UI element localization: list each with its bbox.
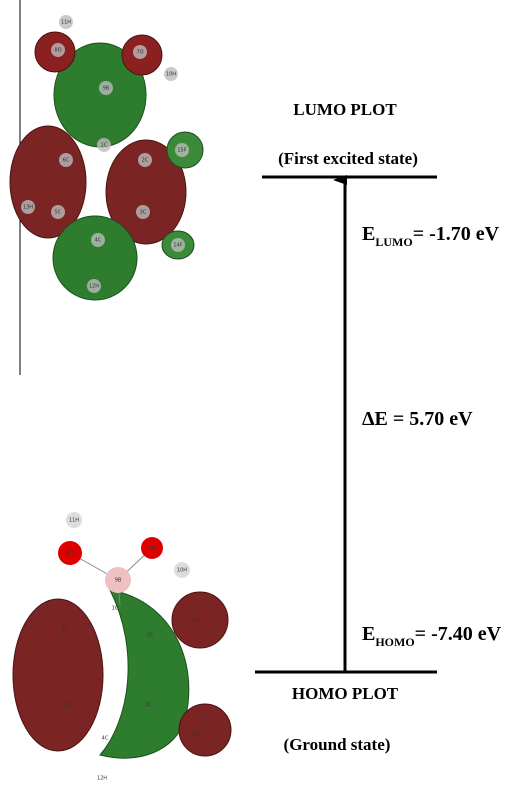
atom-label: 5C — [65, 703, 72, 709]
atom-label: 15F — [177, 148, 186, 154]
gap: ΔE = 5.70 eV — [362, 408, 473, 430]
atom-label: 11H — [69, 518, 79, 524]
atom-label: 10H — [177, 568, 187, 574]
diagram: LUMO PLOT (First excited state) ELUMO= -… — [0, 0, 532, 788]
atom-label: 14F — [173, 243, 182, 249]
atom-label: 1C — [101, 143, 108, 149]
atom-label: 8O — [54, 48, 61, 54]
atom-label: 7O — [148, 546, 155, 552]
atom-label: 10H — [166, 72, 176, 78]
atom-label: 4C — [102, 736, 109, 742]
atom-label: 3C — [140, 210, 147, 216]
atom-label: 1C — [112, 606, 119, 612]
atom-label: 6C — [63, 158, 70, 164]
atom-label: 12H — [89, 284, 99, 290]
atom-label: 3C — [145, 703, 152, 709]
energy-value: = -7.40 eV — [415, 623, 502, 645]
homo-energy: EHOMO= -7.40 eV — [362, 623, 502, 649]
energy-value: = -1.70 eV — [413, 223, 500, 245]
atom-label: 15F — [190, 618, 199, 624]
atom-label: 6C — [62, 628, 69, 634]
energy-subscript: HOMO — [375, 635, 414, 649]
lumo-energy: ELUMO= -1.70 eV — [362, 223, 500, 249]
atom-label: 11H — [61, 20, 71, 26]
homo-title: HOMO PLOT — [292, 684, 399, 703]
atom-label: 4C — [95, 238, 102, 244]
atom-label: 7O — [136, 50, 143, 56]
lumo-state: (First excited state) — [278, 149, 418, 168]
atom-label: 8O — [66, 551, 73, 557]
figure: LUMO PLOT (First excited state) ELUMO= -… — [0, 0, 532, 788]
energy-symbol: E — [362, 623, 375, 645]
atom-label: 5C — [55, 210, 62, 216]
energy-symbol: E — [362, 223, 375, 245]
atom-label: 13H — [23, 205, 33, 211]
atom-label: 9B — [115, 578, 122, 584]
homo-state: (Ground state) — [284, 735, 391, 754]
atom-label: 2C — [147, 633, 154, 639]
atom-label: 12H — [97, 776, 107, 782]
lumo-title: LUMO PLOT — [293, 100, 397, 119]
atom-label: 9B — [103, 86, 110, 92]
atom-label: 2C — [142, 158, 149, 164]
energy-subscript: LUMO — [375, 235, 412, 249]
homo-molecule — [13, 512, 231, 758]
atom-label: 14F — [190, 733, 199, 739]
